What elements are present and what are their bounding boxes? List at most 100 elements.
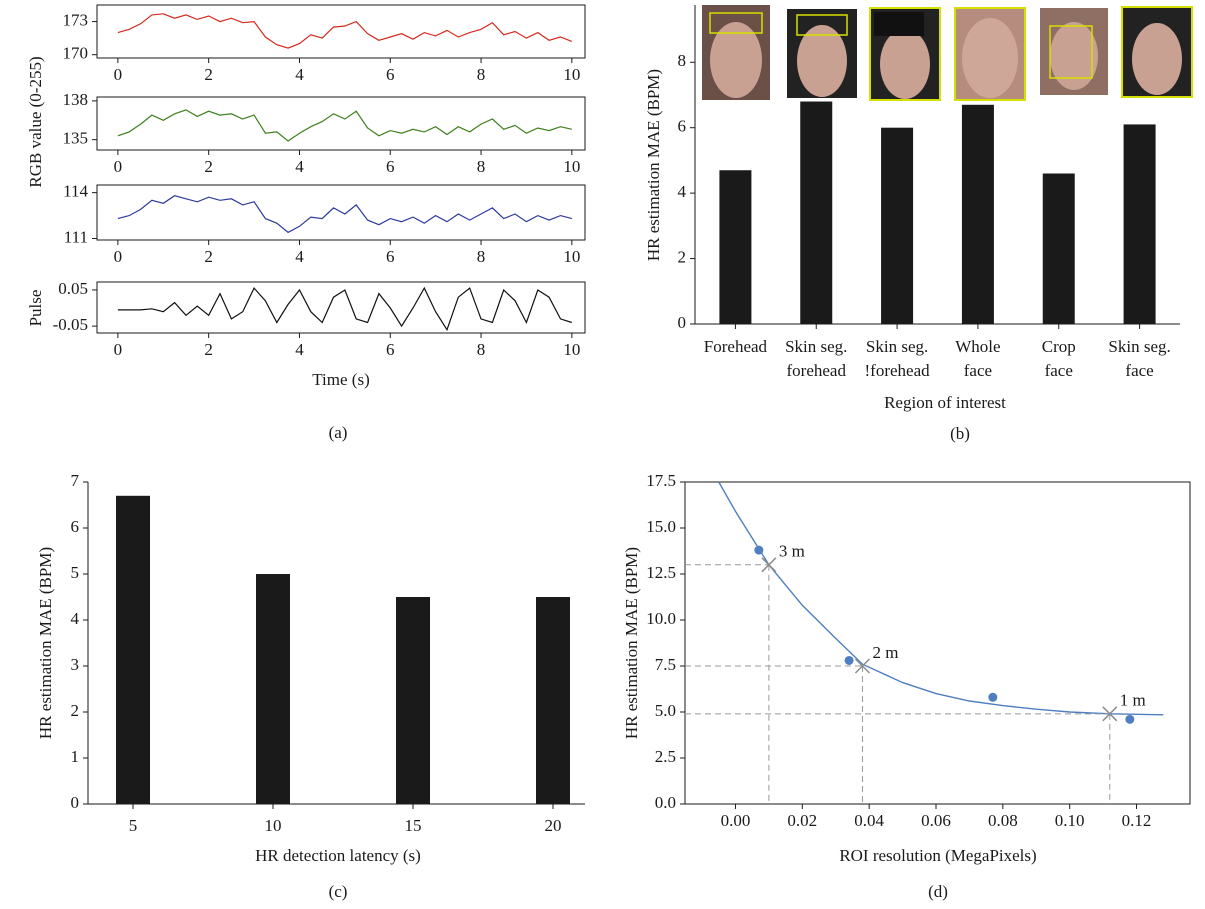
x-tick-label: 4 (295, 157, 304, 176)
x-tick-label: 10 (265, 816, 282, 835)
bar (1123, 124, 1156, 325)
x-tick-label: 10 (563, 247, 580, 266)
x-axis-label: Time (s) (312, 370, 369, 389)
y-tick-label: 5.0 (655, 701, 676, 720)
x-tick-label: Skin seg. forehead (785, 337, 847, 380)
y-tick-label: 5 (71, 563, 80, 582)
panel-caption: (b) (950, 424, 970, 443)
x-tick-label: Skin seg. face (1108, 337, 1170, 380)
y-tick-label: 4 (678, 182, 687, 201)
x-tick-label: 8 (477, 340, 486, 359)
x-tick-label: 8 (477, 247, 486, 266)
x-tick-label: 4 (295, 340, 304, 359)
y-tick-label: 111 (64, 227, 88, 246)
y-tick-label: 8 (678, 51, 687, 70)
x-tick-label: 0 (114, 247, 123, 266)
y-tick-label: 12.5 (646, 563, 676, 582)
x-tick-label: 6 (386, 65, 395, 84)
x-tick-label: 2 (204, 157, 213, 176)
y-tick-label: 0 (71, 793, 80, 812)
y-tick-label: 4 (71, 609, 80, 628)
plot-frame (684, 481, 1191, 805)
y-tick-label: 135 (63, 129, 89, 148)
y-axis-label: RGB value (0-255) (26, 56, 45, 187)
plot-frame (96, 96, 586, 151)
bar (396, 597, 430, 804)
signal-line (117, 195, 572, 234)
plot-frame (96, 281, 586, 334)
plot-frame (96, 4, 586, 59)
panel-caption: (a) (329, 423, 348, 442)
x-tick-label: Forehead (704, 337, 768, 356)
y-tick-label: 2 (678, 247, 687, 266)
face-thumb (702, 5, 770, 100)
bar (881, 127, 914, 324)
x-tick-label: 0.10 (1055, 811, 1085, 830)
bar (1042, 173, 1075, 324)
data-point (844, 655, 854, 665)
face-thumbnails (702, 5, 1193, 101)
x-tick-label: 0.02 (787, 811, 817, 830)
x-tick-label: 10 (563, 65, 580, 84)
panel-caption: (d) (928, 882, 948, 901)
y-tick-label: 0 (678, 313, 687, 332)
x-tick-label: 6 (386, 247, 395, 266)
y-tick-label: 10.0 (646, 609, 676, 628)
y-tick-label: -0.05 (53, 315, 88, 334)
x-tick-label: 4 (295, 247, 304, 266)
panel-caption: (c) (329, 882, 348, 901)
bar (719, 170, 752, 324)
y-tick-label: 6 (678, 117, 687, 136)
x-tick-label: 6 (386, 340, 395, 359)
signal-line (117, 286, 572, 332)
x-tick-label: 0.06 (921, 811, 951, 830)
face-thumb (787, 9, 857, 98)
cross-marker (854, 658, 870, 674)
x-tick-label: 4 (295, 65, 304, 84)
y-tick-label: 2.5 (655, 747, 676, 766)
x-tick-label: 20 (545, 816, 562, 835)
y-tick-label: 0.05 (58, 279, 88, 298)
bar (116, 495, 150, 804)
y-tick-label: 15.0 (646, 517, 676, 536)
x-tick-label: 0 (114, 157, 123, 176)
face-thumb (954, 7, 1026, 101)
x-tick-label: 0 (114, 65, 123, 84)
x-tick-label: Whole face (955, 337, 1000, 380)
x-axis-label: ROI resolution (MegaPixels) (839, 846, 1036, 865)
bar (536, 597, 570, 804)
y-tick-label: 173 (63, 10, 89, 29)
x-tick-label: 10 (563, 340, 580, 359)
data-point (988, 692, 998, 702)
x-tick-label: 0 (114, 340, 123, 359)
x-tick-label: 2 (204, 340, 213, 359)
y-tick-label: 3 (71, 655, 80, 674)
x-tick-label: 5 (129, 816, 138, 835)
y-tick-label: 138 (63, 90, 89, 109)
x-tick-label: 2 (204, 65, 213, 84)
y-axis-label: HR estimation MAE (BPM) (622, 547, 641, 739)
x-tick-label: 8 (477, 157, 486, 176)
x-axis-label: HR detection latency (s) (255, 846, 421, 865)
signal-line (117, 109, 572, 142)
cross-marker (1102, 706, 1118, 722)
annotation: 3 m (779, 542, 805, 561)
x-tick-label: 0.08 (988, 811, 1018, 830)
y-tick-label: 1 (71, 747, 80, 766)
face-thumb (1040, 8, 1108, 95)
bar (961, 104, 994, 325)
annotation: 1 m (1120, 691, 1146, 710)
bar (800, 101, 833, 325)
data-point (1125, 714, 1135, 724)
x-tick-label: Crop face (1042, 337, 1076, 380)
signal-line (117, 13, 573, 49)
x-tick-label: 2 (204, 247, 213, 266)
x-tick-label: 0.12 (1122, 811, 1152, 830)
x-tick-label: 0.00 (721, 811, 751, 830)
face-thumb (1121, 6, 1193, 98)
x-tick-label: Skin seg. !forehead (865, 337, 931, 380)
y-tick-label: 170 (63, 44, 89, 63)
x-tick-label: 8 (477, 65, 486, 84)
y-tick-label: 7 (71, 471, 80, 490)
